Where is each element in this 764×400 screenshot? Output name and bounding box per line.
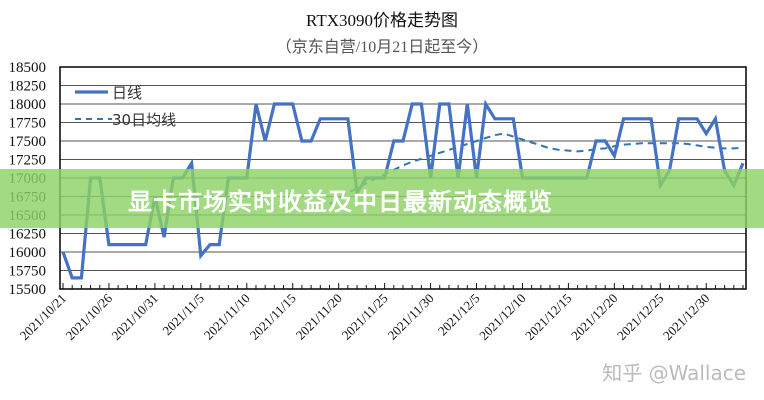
y-tick-label: 16000 — [9, 245, 47, 261]
chart-subtitle: （京东自营/10月21日起至今） — [275, 39, 489, 56]
watermark: 知乎 @Wallace — [602, 361, 746, 385]
x-tick-label: 2021/12/20 — [568, 291, 620, 343]
x-axis: 2021/10/212021/10/262021/10/312021/11/52… — [17, 283, 744, 343]
x-tick-label: 2021/10/26 — [63, 290, 116, 343]
x-tick-label: 2021/12/5 — [435, 291, 483, 339]
x-tick-label: 2021/12/10 — [476, 291, 528, 343]
y-tick-label: 15750 — [9, 264, 47, 280]
x-tick-label: 2021/12/25 — [614, 291, 666, 343]
x-tick-label: 2021/10/21 — [17, 291, 69, 343]
x-tick-label: 2021/12/15 — [522, 291, 574, 343]
y-tick-label: 18500 — [9, 60, 47, 76]
y-tick-label: 17750 — [9, 116, 47, 132]
x-tick-label: 2021/11/5 — [159, 291, 207, 339]
banner-headline: 显卡市场实时收益及中日最新动态概览 — [128, 188, 553, 216]
x-tick-label: 2021/10/31 — [109, 291, 161, 343]
x-tick-label: 2021/11/15 — [247, 291, 299, 343]
y-tick-label: 18000 — [9, 97, 47, 113]
legend: 日线 30日均线 — [75, 84, 176, 129]
y-tick-label: 16250 — [9, 227, 47, 243]
y-tick-label: 17500 — [9, 134, 47, 150]
y-tick-label: 15500 — [9, 282, 47, 298]
x-tick-label: 2021/11/30 — [385, 291, 437, 343]
y-tick-label: 17250 — [9, 153, 47, 169]
chart-title: RTX3090价格走势图 — [306, 11, 458, 30]
x-tick-label: 2021/11/10 — [201, 291, 253, 343]
x-tick-label: 2021/11/25 — [339, 291, 391, 343]
x-tick-label: 2021/12/30 — [660, 291, 712, 343]
y-tick-label: 18250 — [9, 79, 47, 95]
legend-daily-label: 日线 — [112, 84, 142, 102]
title-banner — [0, 169, 764, 228]
grid-lines — [60, 85, 746, 271]
legend-ma30-label: 30日均线 — [112, 111, 176, 129]
x-tick-label: 2021/11/20 — [293, 291, 345, 343]
